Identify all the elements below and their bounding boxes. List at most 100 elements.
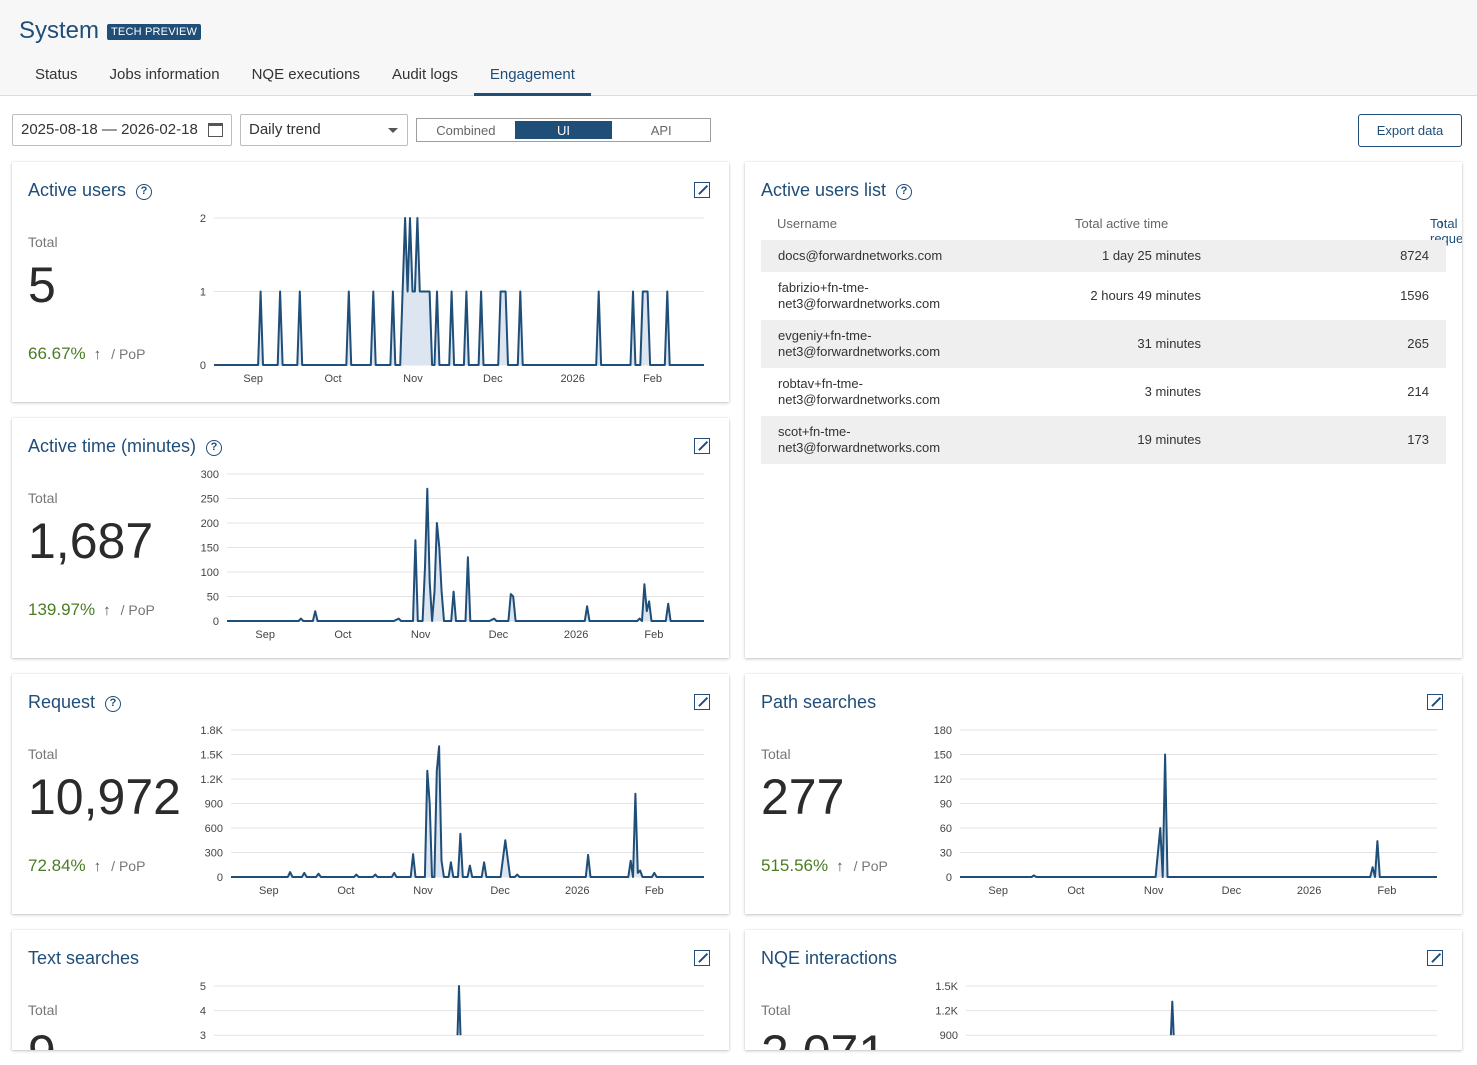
x-tick-label: 2026 — [560, 373, 584, 385]
row-username: docs@forwardnetworks.com — [778, 248, 943, 263]
total-label: Total — [761, 746, 791, 762]
x-tick-label: Oct — [325, 373, 342, 385]
card-title: Active users? — [28, 180, 153, 201]
card-title: Request? — [28, 692, 122, 713]
y-tick-label: 0 — [213, 616, 219, 628]
help-icon[interactable]: ? — [136, 184, 153, 200]
column-total-active-time[interactable]: Total active time — [1075, 216, 1169, 231]
x-tick-label: Oct — [334, 629, 351, 641]
x-tick-label: Dec — [490, 885, 510, 897]
segment-ui[interactable]: UI — [514, 121, 613, 139]
tab-bar: Status Jobs information NQE executions A… — [19, 58, 591, 96]
row-username: robtav+fn-tme-net3@forwardnetworks.com — [778, 376, 941, 407]
row-active-time: 19 minutes — [1137, 432, 1201, 447]
sort-arrow-up-icon: ↑ — [1438, 216, 1445, 231]
total-label: Total — [28, 746, 58, 762]
x-tick-label: Sep — [243, 373, 263, 385]
trend-select[interactable]: Daily trend — [240, 114, 408, 146]
table-header: Username Total active time Total request… — [777, 216, 1462, 246]
segment-api[interactable]: API — [650, 122, 672, 138]
x-tick-label: 2026 — [565, 885, 589, 897]
expand-icon[interactable] — [694, 438, 710, 454]
column-username[interactable]: Username — [777, 216, 837, 231]
x-tick-label: Dec — [483, 373, 503, 385]
path-searches-chart: 0 30 60 90 120 150 180 Sep Oct Nov Dec 2026 Feb — [934, 725, 1437, 897]
help-icon[interactable]: ? — [896, 184, 913, 200]
y-tick-label: 4 — [200, 1006, 206, 1018]
expand-icon[interactable] — [1427, 694, 1443, 710]
help-icon[interactable]: ? — [206, 440, 223, 456]
total-value: 1,687 — [28, 513, 154, 569]
y-tick-label: 5 — [200, 981, 206, 993]
x-tick-label: Nov — [413, 885, 433, 897]
y-tick-label: 0 — [200, 360, 206, 372]
pop-change: 72.84% ↑ / PoP — [28, 856, 146, 875]
table-row[interactable]: fabrizio+fn-tme-net3@forwardnetworks.com… — [761, 272, 1446, 320]
expand-icon[interactable] — [1427, 950, 1443, 966]
export-data-button[interactable]: Export data — [1358, 114, 1462, 147]
tab-nqe-executions[interactable]: NQE executions — [251, 66, 360, 83]
path-searches-card: Path searches Total 277 515.56% ↑ / PoP 0 3… — [745, 674, 1462, 914]
date-range-picker[interactable]: 2025-08-18 — 2026-02-18 — [12, 114, 232, 146]
trend-select-value: Daily trend — [249, 121, 321, 138]
pop-change: 139.97% ↑ / PoP — [28, 600, 155, 619]
y-tick-label: 180 — [934, 725, 952, 737]
y-tick-label: 120 — [934, 774, 952, 786]
request-chart: 0 300 600 900 1.2K 1.5K 1.8K Sep Oct Nov Dec 2026 Fe… — [200, 725, 704, 897]
x-tick-label: Feb — [1377, 885, 1396, 897]
x-tick-label: Oct — [1067, 885, 1084, 897]
tab-audit-logs[interactable]: Audit logs — [391, 66, 458, 83]
total-value: 2,071 — [761, 1024, 886, 1050]
y-tick-label: 1.5K — [935, 981, 958, 993]
page-title: System — [19, 17, 100, 44]
x-tick-label: Feb — [645, 885, 664, 897]
table-row[interactable]: scot+fn-tme-net3@forwardnetworks.com 19 … — [761, 416, 1446, 464]
tab-engagement[interactable]: Engagement — [473, 58, 591, 96]
row-active-time: 1 day 25 minutes — [1101, 248, 1201, 263]
y-tick-label: 150 — [934, 750, 952, 762]
segment-combined[interactable]: Combined — [436, 122, 496, 138]
table-row[interactable]: docs@forwardnetworks.com 1 day 25 minute… — [761, 240, 1446, 272]
expand-icon[interactable] — [694, 694, 710, 710]
table-row[interactable]: evgeniy+fn-tme-net3@forwardnetworks.com … — [761, 320, 1446, 368]
x-tick-label: Nov — [1144, 885, 1164, 897]
y-tick-label: 50 — [207, 592, 219, 604]
y-tick-label: 30 — [940, 848, 952, 860]
y-tick-label: 300 — [205, 848, 223, 860]
tab-status[interactable]: Status — [35, 66, 78, 83]
x-tick-label: Oct — [337, 885, 354, 897]
active-time-card: Active time (minutes)? Total 1,687 139.9… — [12, 418, 729, 658]
arrow-up-icon: ↑ — [93, 346, 102, 363]
x-tick-label: 2026 — [1297, 885, 1321, 897]
row-active-time: 3 minutes — [1144, 384, 1201, 399]
y-tick-label: 1.2K — [935, 1006, 958, 1018]
total-value: 10,972 — [28, 769, 181, 825]
series-line — [214, 217, 704, 366]
y-tick-label: 90 — [940, 799, 952, 811]
active-users-card: Active users? Total 5 66.67% ↑ / PoP 0 1 2 Se… — [12, 162, 729, 402]
source-toggle: Combined UI API — [416, 118, 711, 142]
total-label: Total — [28, 234, 58, 250]
y-tick-label: 150 — [201, 543, 219, 555]
table-row[interactable]: robtav+fn-tme-net3@forwardnetworks.com 3… — [761, 368, 1446, 416]
text-searches-card: Text searches Total 9 3 4 5 — [12, 930, 729, 1050]
tab-jobs-information[interactable]: Jobs information — [109, 66, 220, 83]
series-line — [960, 753, 1437, 878]
arrow-up-icon: ↑ — [836, 858, 844, 875]
request-card: Request? Total 10,972 72.84% ↑ / PoP 0 300 6… — [12, 674, 729, 914]
total-label: Total — [28, 490, 58, 506]
calendar-icon[interactable] — [208, 123, 223, 137]
help-icon[interactable]: ? — [105, 696, 122, 712]
expand-icon[interactable] — [694, 950, 710, 966]
y-tick-label: 1.2K — [200, 774, 223, 786]
series-line — [227, 487, 704, 622]
expand-icon[interactable] — [694, 182, 710, 198]
active-users-list-card: Active users list? Username Total active… — [745, 162, 1462, 658]
y-tick-label: 2 — [200, 213, 206, 225]
y-tick-label: 1.5K — [200, 750, 223, 762]
x-tick-label: Sep — [259, 885, 279, 897]
series-line — [231, 745, 704, 878]
pop-change: 66.67% ↑ / PoP — [28, 344, 146, 363]
x-tick-label: Nov — [403, 373, 423, 385]
card-title: Text searches — [28, 948, 140, 968]
